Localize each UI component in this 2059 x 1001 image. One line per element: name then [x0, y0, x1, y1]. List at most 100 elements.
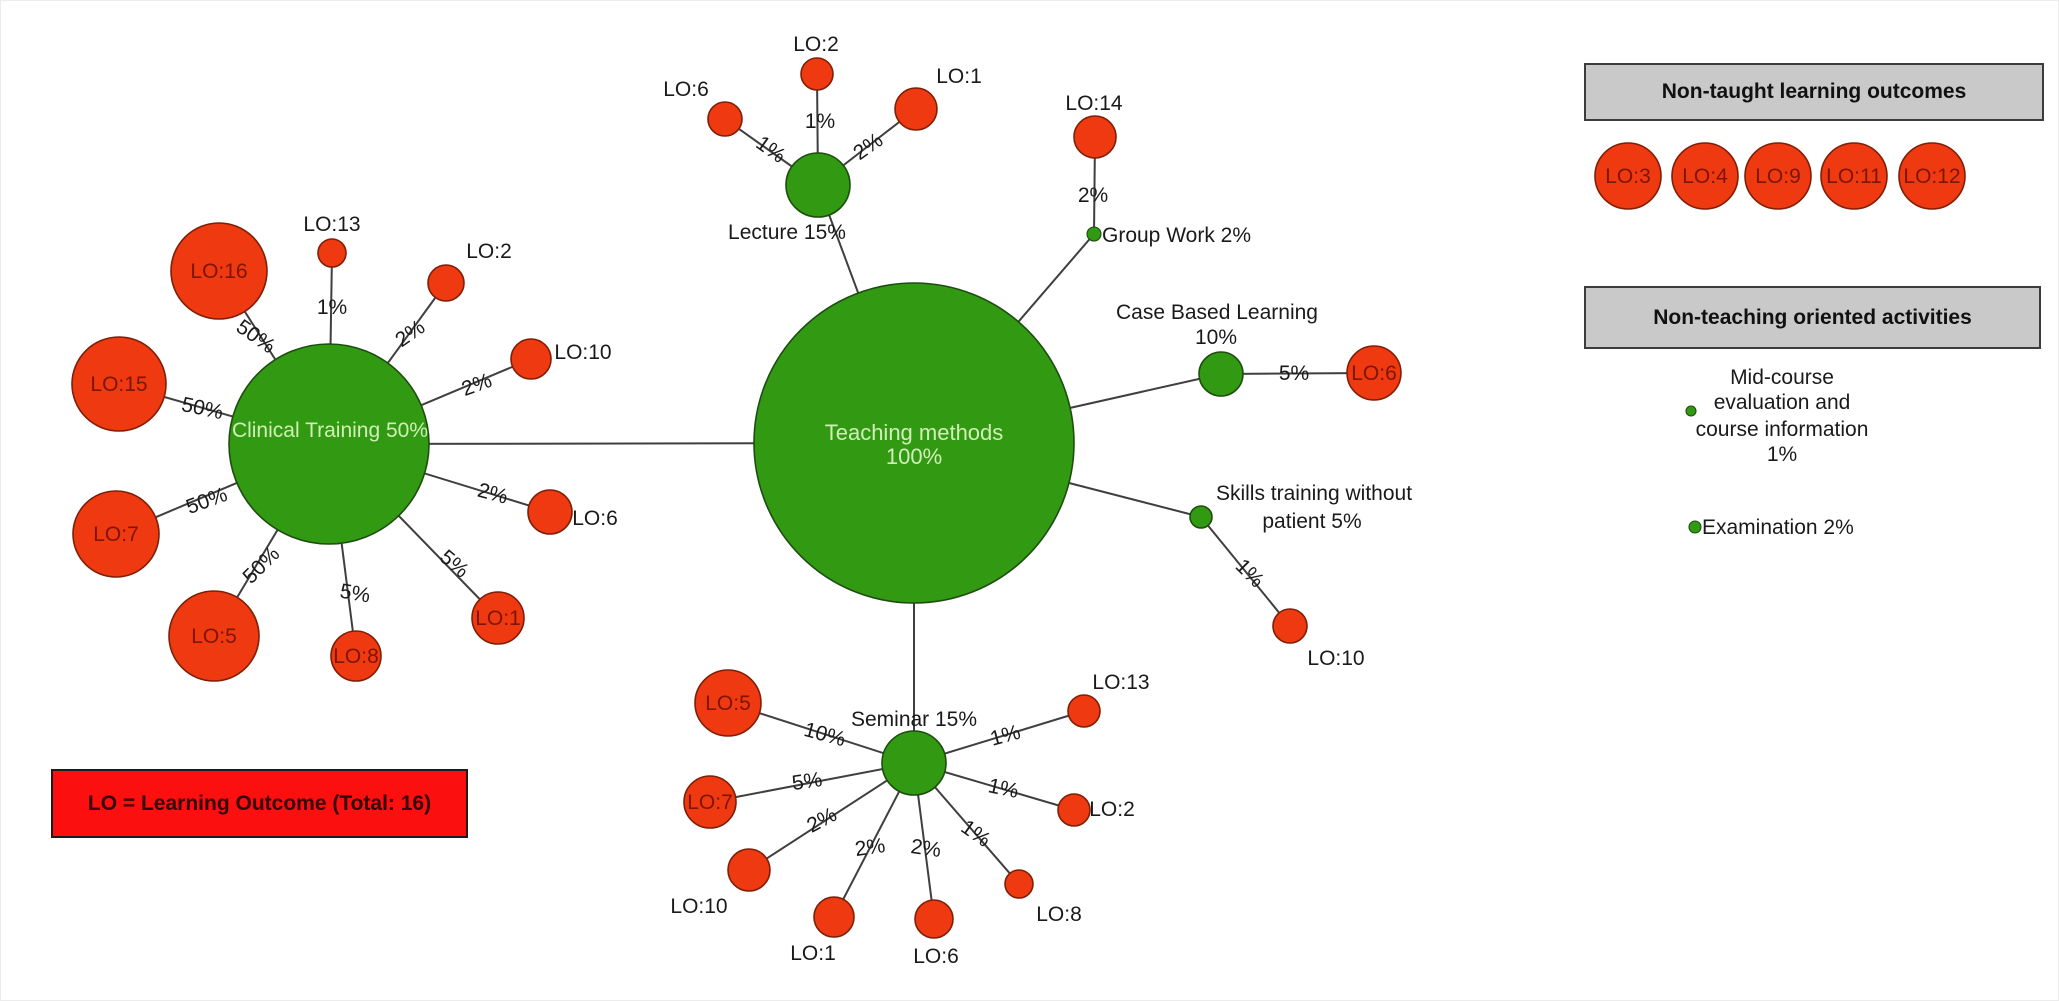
- node-clinical-lo5: [168, 590, 260, 682]
- lo-abbreviation-box: LO = Learning Outcome (Total: 16): [51, 769, 468, 838]
- label-lo-8-7: LO:8: [333, 645, 379, 668]
- label-skills-training-without-29: Skills training without: [1216, 482, 1412, 505]
- label-course-information-41: course information: [1696, 418, 1869, 441]
- label-lo-5-10: LO:5: [705, 692, 751, 715]
- label-lo-2-34: LO:2: [1089, 798, 1135, 821]
- edge-label-2-19: 2%: [853, 834, 886, 861]
- label-lo-2-18: LO:2: [466, 240, 512, 263]
- edge-label-5-7: 5%: [435, 545, 473, 582]
- label-lo-13-17: LO:13: [303, 213, 360, 236]
- edge-label-5-17: 5%: [790, 768, 823, 795]
- node-seminar-lo6: [914, 899, 954, 939]
- node-seminar: [881, 730, 947, 796]
- label-lo-10-38: LO:10: [670, 895, 727, 918]
- node-clinical-lo16: [170, 222, 268, 320]
- label-teaching-methods-0: Teaching methods: [825, 420, 1004, 445]
- label-lo-9-14: LO:9: [1755, 165, 1801, 188]
- node-groupwork-lo14: [1073, 115, 1117, 159]
- node-clinical-lo15: [71, 336, 167, 432]
- node-seminar-lo1: [813, 896, 855, 938]
- node-mid-course-dot: [1685, 405, 1697, 417]
- label-case-based-learning-27: Case Based Learning: [1116, 301, 1318, 324]
- label-lo-7-5: LO:7: [93, 523, 139, 546]
- node-teaching-methods: [753, 282, 1075, 604]
- label-lo-10-19: LO:10: [554, 341, 611, 364]
- node-examination-dot: [1688, 520, 1702, 534]
- node-cbl-lo6: [1346, 345, 1402, 401]
- label-patient-5-30: patient 5%: [1262, 510, 1361, 533]
- label-lo-7-11: LO:7: [687, 791, 733, 814]
- label-lo-10-31: LO:10: [1307, 647, 1364, 670]
- label-group-work-2-26: Group Work 2%: [1102, 224, 1251, 247]
- node-clinical-lo2: [427, 264, 465, 302]
- legend-header-non-taught: Non-taught learning outcomes: [1584, 63, 2044, 121]
- node-legend-lo4: [1671, 142, 1739, 210]
- edge-label-1-11: 1%: [805, 110, 835, 133]
- edge-label-5-9: 5%: [338, 580, 372, 608]
- node-seminar-lo5: [694, 669, 762, 737]
- node-clinical-lo8: [330, 630, 382, 682]
- node-legend-lo11: [1820, 142, 1888, 210]
- node-clinical-lo10: [510, 338, 552, 380]
- edge-label-2-13: 2%: [1078, 184, 1108, 207]
- label-lo-3-12: LO:3: [1605, 165, 1651, 188]
- edge-label-50-4: 50%: [179, 393, 225, 424]
- label-lo-15-4: LO:15: [90, 373, 147, 396]
- node-case-based-learning: [1198, 351, 1244, 397]
- edge-label-2-20: 2%: [909, 835, 942, 862]
- edge-label-1-1: 1%: [317, 296, 347, 319]
- label-10-28: 10%: [1195, 326, 1237, 349]
- label-lo-6-21: LO:6: [663, 78, 709, 101]
- node-clinical-lo1: [471, 591, 525, 645]
- node-seminar-lo2: [1057, 793, 1091, 827]
- edge-seminar-seminar-lo7: [709, 762, 915, 803]
- edge-label-1-21: 1%: [957, 816, 995, 852]
- label-lo-6-20: LO:6: [572, 507, 618, 530]
- node-clinical-lo7: [72, 490, 160, 578]
- label-seminar-15-32: Seminar 15%: [851, 708, 977, 731]
- edge-label-2-3: 2%: [459, 369, 495, 401]
- edge-label-50-6: 50%: [183, 483, 230, 519]
- node-lecture: [785, 152, 851, 218]
- node-skills-training: [1189, 505, 1213, 529]
- node-clinical-lo13: [317, 238, 347, 268]
- node-lecture-lo6: [707, 101, 743, 137]
- edge-label-1-10: 1%: [752, 132, 790, 168]
- node-legend-lo9: [1744, 142, 1812, 210]
- label-mid-course-39: Mid-course: [1730, 366, 1834, 389]
- label-lo-6-36: LO:6: [913, 945, 959, 968]
- label-lo-8-35: LO:8: [1036, 903, 1082, 926]
- label-lecture-15-25: Lecture 15%: [728, 221, 846, 244]
- label-100-1: 100%: [886, 444, 942, 469]
- label-clinical-training-50-2: Clinical Training 50%: [232, 419, 428, 442]
- edge-label-50-8: 50%: [238, 542, 284, 588]
- node-clinical-training: [228, 343, 430, 545]
- node-legend-lo3: [1594, 142, 1662, 210]
- edge-label-2-2: 2%: [391, 316, 429, 352]
- label-lo-11-15: LO:11: [1826, 165, 1882, 188]
- node-clinical-lo6: [527, 489, 573, 535]
- edge-skills-training-skills-lo10: [1200, 516, 1291, 627]
- edge-label-50-0: 50%: [232, 315, 280, 358]
- label-lo-1-8: LO:1: [475, 607, 521, 630]
- label-evaluation-and-40: evaluation and: [1714, 391, 1851, 414]
- label-examination-2-43: Examination 2%: [1702, 516, 1854, 539]
- label-lo-12-16: LO:12: [1903, 165, 1960, 188]
- node-seminar-lo10: [727, 848, 771, 892]
- edge-label-2-12: 2%: [849, 129, 887, 165]
- node-seminar-lo13: [1067, 694, 1101, 728]
- label-lo-2-22: LO:2: [793, 33, 839, 56]
- edge-label-2-5: 2%: [475, 479, 510, 509]
- label-lo-16-3: LO:16: [190, 260, 247, 283]
- label-lo-13-33: LO:13: [1092, 671, 1149, 694]
- label-lo-1-23: LO:1: [936, 65, 982, 88]
- node-legend-lo12: [1898, 142, 1966, 210]
- label-lo-14-24: LO:14: [1065, 92, 1123, 115]
- label-lo-1-37: LO:1: [790, 942, 836, 965]
- edge-label-5-14: 5%: [1279, 362, 1309, 385]
- node-group-work: [1086, 226, 1102, 242]
- label-lo-6-9: LO:6: [1351, 362, 1397, 385]
- label-lo-4-13: LO:4: [1682, 165, 1728, 188]
